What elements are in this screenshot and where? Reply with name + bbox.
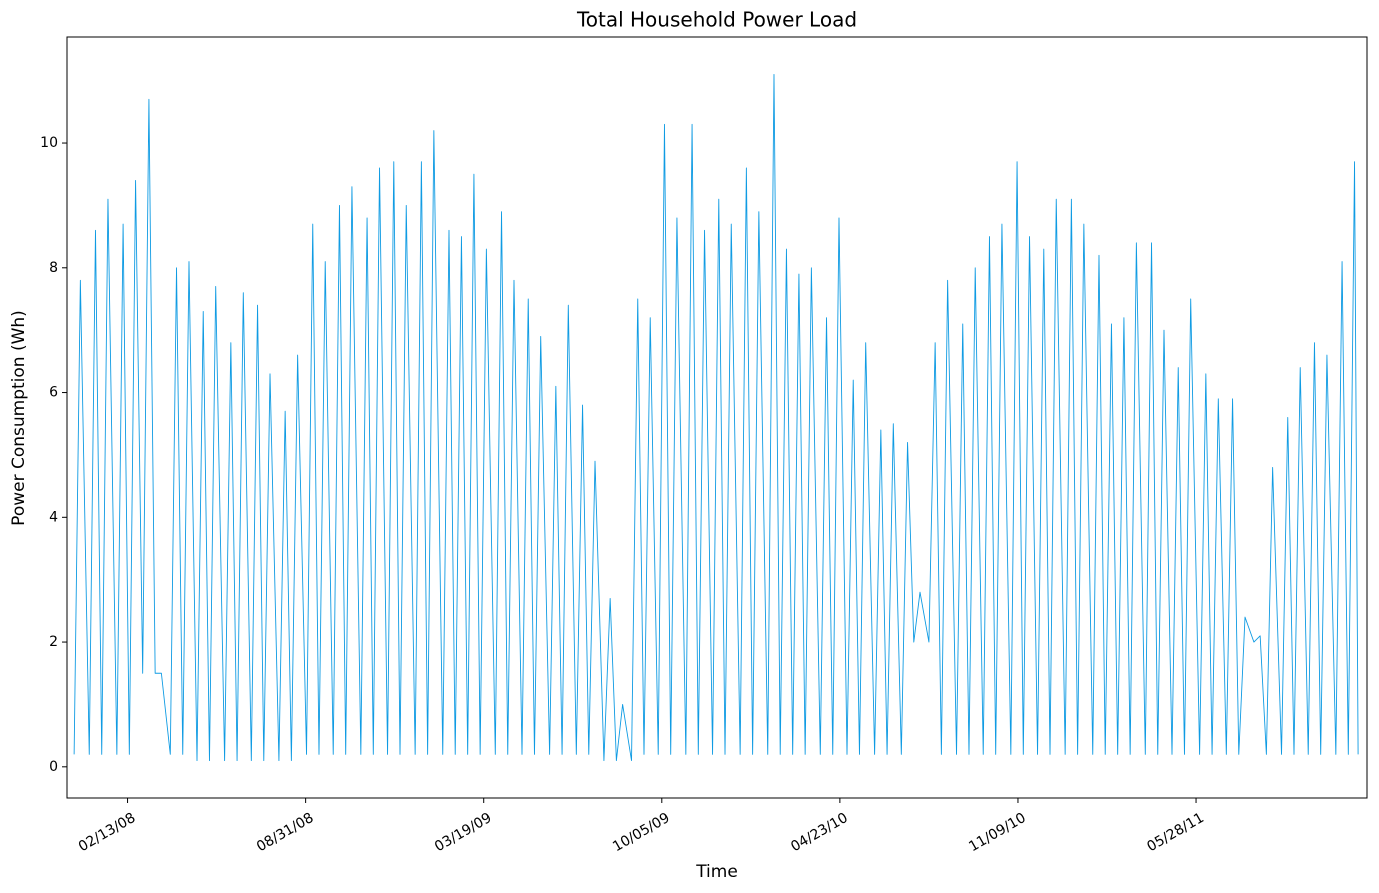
chart-title: Total Household Power Load xyxy=(576,8,857,32)
x-tick-label: 10/05/09 xyxy=(610,810,672,855)
x-tick-label: 08/31/08 xyxy=(254,810,316,855)
x-tick-label: 11/09/10 xyxy=(966,810,1028,855)
y-axis-label: Power Consumption (Wh) xyxy=(9,310,29,526)
x-tick-label: 02/13/08 xyxy=(76,810,138,855)
y-tick-label: 6 xyxy=(49,385,58,401)
x-axis-label: Time xyxy=(695,862,738,882)
data-line xyxy=(73,73,1359,762)
plot-frame xyxy=(66,36,1368,799)
y-tick-label: 0 xyxy=(49,759,58,775)
y-tick-label: 10 xyxy=(40,135,58,151)
x-tick-label: 04/23/10 xyxy=(788,810,850,855)
x-tick-label: 05/28/11 xyxy=(1144,810,1206,855)
y-tick-label: 8 xyxy=(49,260,58,276)
y-tick-label: 4 xyxy=(49,509,58,525)
x-tick-label: 03/19/09 xyxy=(432,810,494,855)
y-tick-label: 2 xyxy=(49,634,58,650)
